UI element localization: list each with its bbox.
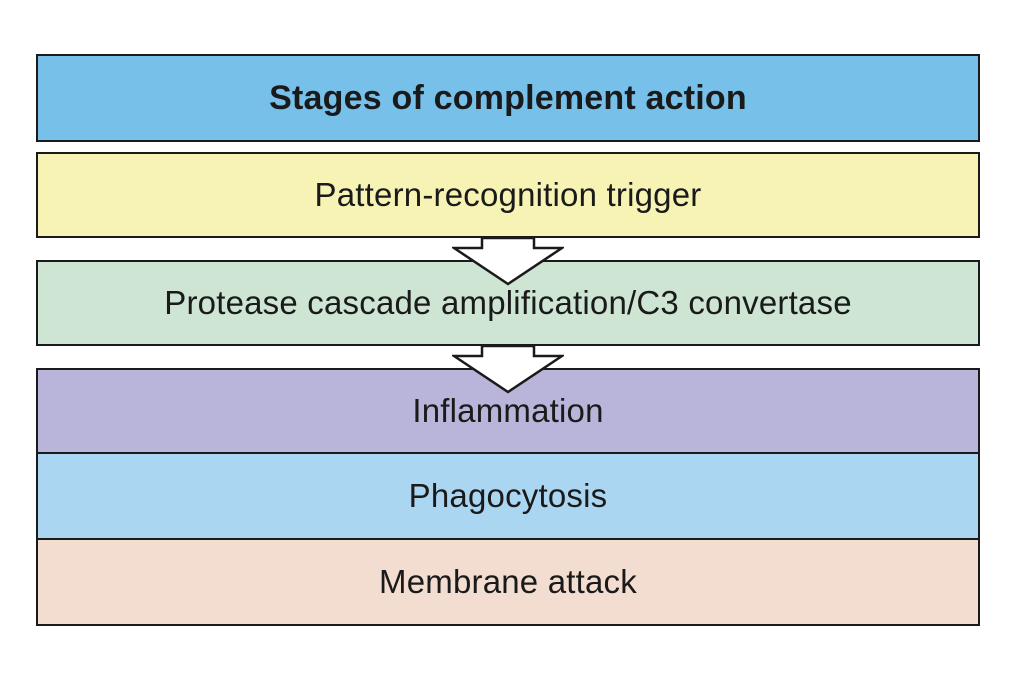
arrow-down-icon [452, 236, 564, 286]
stage-label-phagocytosis: Phagocytosis [408, 477, 608, 514]
stage-box-phagocytosis: Phagocytosis [36, 452, 980, 540]
diagram-title: Stages of complement action [269, 78, 747, 117]
arrow-down-icon [452, 344, 564, 394]
stage-label-cascade: Protease cascade amplification/C3 conver… [164, 284, 852, 321]
stage-box-membrane-attack: Membrane attack [36, 538, 980, 626]
diagram-title-box: Stages of complement action [36, 54, 980, 142]
stage-label-membrane-attack: Membrane attack [379, 563, 637, 600]
stage-box-trigger: Pattern-recognition trigger [36, 152, 980, 238]
stage-label-inflammation: Inflammation [412, 392, 604, 429]
stage-label-trigger: Pattern-recognition trigger [314, 176, 702, 213]
